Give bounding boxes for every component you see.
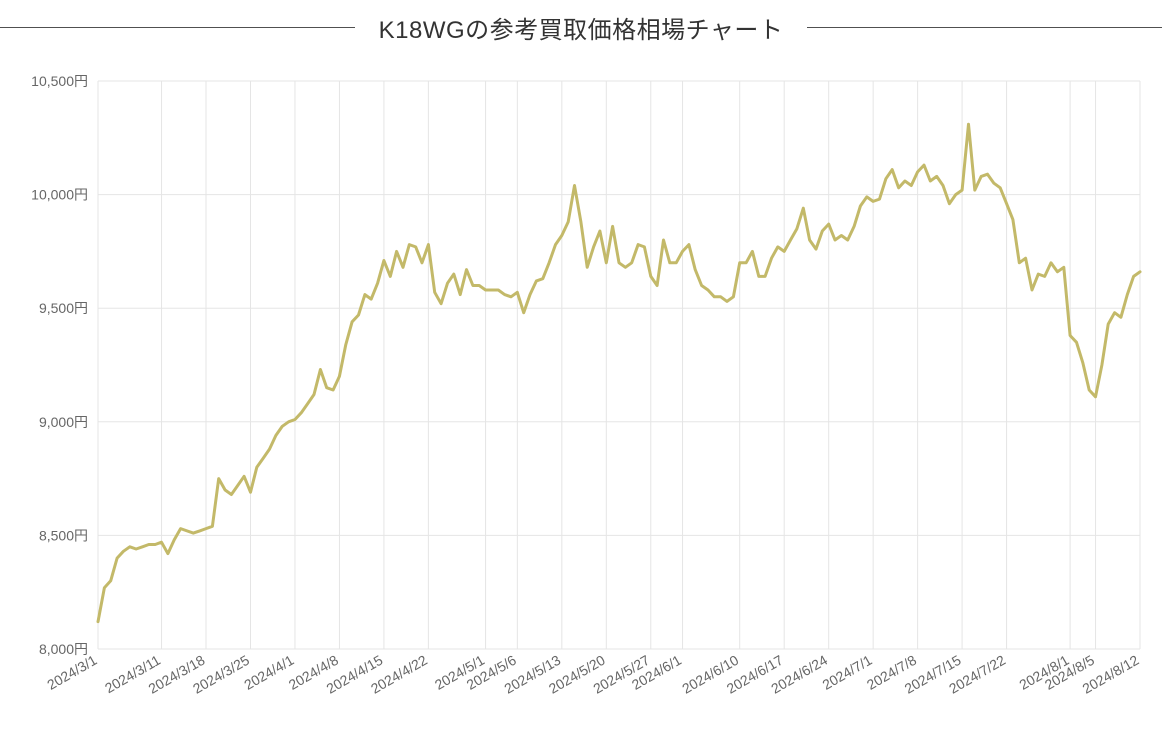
title-rule-left (0, 27, 355, 28)
chart-title: K18WGの参考買取価格相場チャート (355, 10, 808, 45)
price-line-chart: 8,000円8,500円9,000円9,500円10,000円10,500円20… (8, 63, 1154, 723)
y-tick-label: 8,500円 (39, 527, 88, 543)
title-rule-right (807, 27, 1162, 28)
chart-container: 8,000円8,500円9,000円9,500円10,000円10,500円20… (0, 63, 1162, 723)
y-tick-label: 9,000円 (39, 414, 88, 430)
chart-title-row: K18WGの参考買取価格相場チャート (0, 0, 1162, 63)
y-tick-label: 10,000円 (31, 187, 88, 203)
y-tick-label: 9,500円 (39, 300, 88, 316)
y-tick-label: 10,500円 (31, 73, 88, 89)
y-tick-label: 8,000円 (39, 641, 88, 657)
